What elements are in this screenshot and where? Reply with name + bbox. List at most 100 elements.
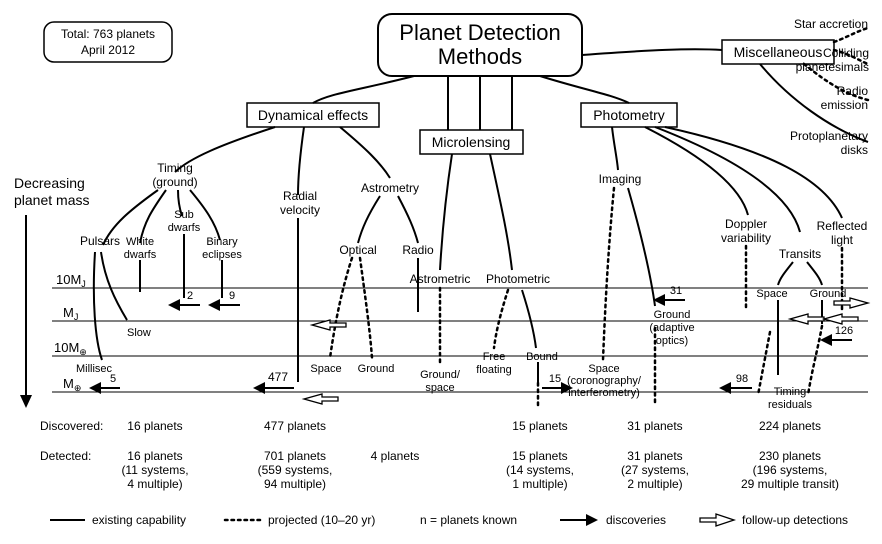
mass-arrow-head <box>20 395 32 408</box>
e1c: 4 multiple) <box>127 477 182 491</box>
e1b: (11 systems, <box>121 463 188 477</box>
photometric-bound <box>522 290 536 348</box>
e1a: 16 planets <box>127 449 182 463</box>
timingres-l1: Timing <box>774 386 807 398</box>
mark-10mj: 10MJ <box>56 272 86 289</box>
micro-photometric <box>490 154 512 270</box>
groundao-l2: (adaptive <box>649 322 694 334</box>
meta-line2: April 2012 <box>81 43 135 57</box>
astrometry-label: Astrometry <box>361 181 419 195</box>
slow-label: Slow <box>127 327 151 339</box>
doppler-l1: Doppler <box>725 217 767 231</box>
colliding-l2: planetesimals <box>796 60 869 74</box>
bound-label: Bound <box>526 351 558 363</box>
branch-dyn <box>313 76 414 103</box>
astrometric-label: Astrometric <box>410 272 471 286</box>
spaceci-l3: interferometry) <box>568 387 640 399</box>
microlensing-label: Microlensing <box>432 134 511 150</box>
groundao-l1: Ground <box>654 309 691 321</box>
e2b: (559 systems, <box>258 463 333 477</box>
e5a: 230 planets <box>759 449 821 463</box>
open-arrow-transit1 <box>790 314 824 324</box>
title-line1: Planet Detection <box>399 20 560 45</box>
arrow-9: 9 <box>208 290 240 311</box>
e4b: (27 systems, <box>621 463 689 477</box>
rv-l2: velocity <box>280 203 320 217</box>
optical-space <box>330 258 352 358</box>
svg-text:126: 126 <box>835 325 853 337</box>
arrow-126: 126 <box>820 325 853 346</box>
reflected-l1: Reflected <box>817 219 868 233</box>
proto-l1: Protoplanetary <box>790 129 868 143</box>
micro-astrometric <box>440 154 452 270</box>
phot-imaging <box>612 127 618 170</box>
planet-detection-diagram: Total: 763 planets April 2012 Planet Det… <box>0 0 882 544</box>
e4a: 31 planets <box>627 449 682 463</box>
svg-text:5: 5 <box>110 373 116 385</box>
imaging-space <box>603 188 614 360</box>
meta-line1: Total: 763 planets <box>61 27 155 41</box>
groundao-l3: optics) <box>656 335 688 347</box>
white-l2: dwarfs <box>124 249 157 261</box>
arrow-477: 477 <box>253 370 294 394</box>
sub-l2: dwarfs <box>168 222 201 234</box>
transits-space-dotted <box>758 332 770 395</box>
title-line2: Methods <box>438 44 522 69</box>
d2: 477 planets <box>264 419 326 433</box>
discovered-label: Discovered: <box>40 419 103 433</box>
transits-space <box>778 262 793 285</box>
svg-text:15: 15 <box>549 373 561 385</box>
mark-mj: MJ <box>63 305 78 322</box>
svg-text:98: 98 <box>736 373 748 385</box>
transits-label: Transits <box>779 247 821 261</box>
sub-l1: Sub <box>174 209 194 221</box>
e3c: 1 multiple) <box>512 477 567 491</box>
free-l1: Free <box>483 351 506 363</box>
legend-open-arrow-icon <box>700 514 734 526</box>
arrow-98: 98 <box>719 373 752 394</box>
photometric-label: Photometric <box>486 272 550 286</box>
binary-l2: eclipses <box>202 249 242 261</box>
doppler-l2: variability <box>721 231 771 245</box>
binary-l1: Binary <box>206 236 238 248</box>
photometric-free <box>494 290 508 348</box>
svg-text:31: 31 <box>670 285 682 297</box>
astrom-radio <box>398 196 418 243</box>
d4: 31 planets <box>627 419 682 433</box>
phot-doppler <box>645 127 748 215</box>
groundspace-l1: Ground/ <box>420 369 461 381</box>
dyn-astrom <box>340 127 390 178</box>
star-accretion-label: Star accretion <box>794 17 868 31</box>
spaceci-l2: (coronography/ <box>567 375 642 387</box>
pulsars-label: Pulsars <box>80 234 120 248</box>
legend-disc-head <box>586 514 598 526</box>
space2-label: Space <box>756 288 787 300</box>
e4c: 2 multiple) <box>627 477 682 491</box>
legend-l3: n = planets known <box>420 513 517 527</box>
optical-ground <box>360 258 372 358</box>
dyn-rv <box>298 127 304 195</box>
ground1-label: Ground <box>358 363 395 375</box>
space1-label: Space <box>310 363 341 375</box>
timingres-l2: residuals <box>768 399 813 411</box>
rv-l1: Radial <box>283 189 317 203</box>
radio-l2: emission <box>821 98 868 112</box>
e2a: 701 planets <box>264 449 326 463</box>
branch-phot <box>540 76 629 103</box>
legend-l5: follow-up detections <box>742 513 848 527</box>
white-l1: White <box>126 236 154 248</box>
decreasing-line1: Decreasing <box>14 175 85 191</box>
proto-l2: disks <box>841 143 868 157</box>
open-arrow-rv <box>304 394 338 404</box>
d1: 16 planets <box>127 419 182 433</box>
millisec-label: Millisec <box>76 363 113 375</box>
groundspace-l2: space <box>425 382 454 394</box>
misc-label: Miscellaneous <box>734 44 823 60</box>
d3: 15 planets <box>512 419 567 433</box>
mark-10me: 10M⊕ <box>54 340 87 357</box>
radio-l1: Radio <box>837 84 869 98</box>
e3b: (14 systems, <box>506 463 574 477</box>
open-arrow-transit2 <box>824 314 858 324</box>
e3a: 15 planets <box>512 449 567 463</box>
d5: 224 planets <box>759 419 821 433</box>
